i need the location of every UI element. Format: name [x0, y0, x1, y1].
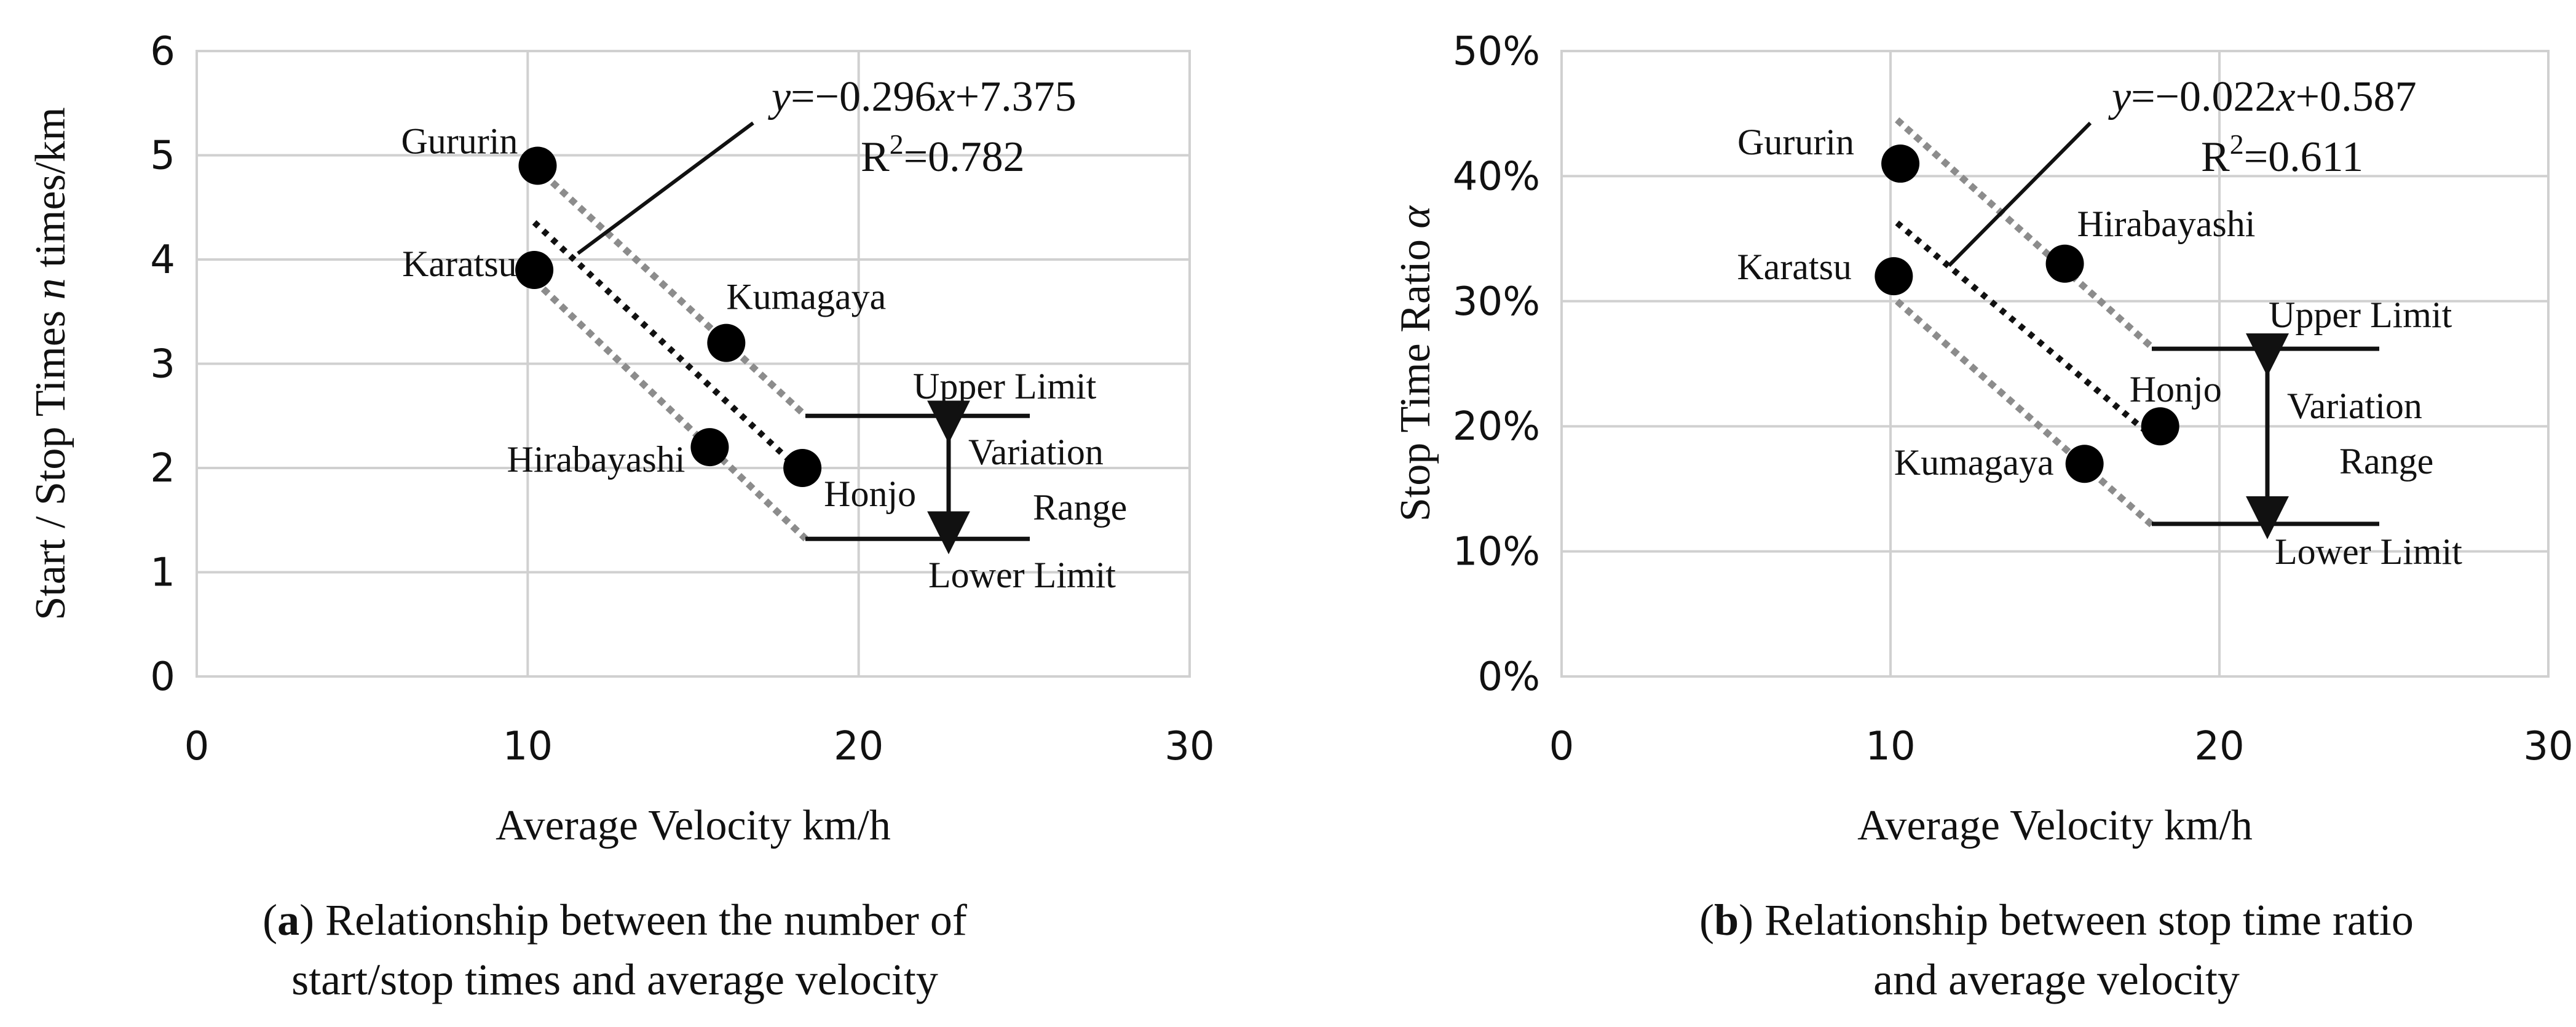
y-tick-label: 5 — [150, 133, 175, 179]
point-label: Gururin — [1737, 122, 1854, 162]
plot-area — [1560, 50, 2550, 678]
data-point — [1875, 257, 1913, 296]
data-point — [2045, 244, 2084, 283]
lower-band-line — [1895, 298, 2156, 529]
data-point — [783, 449, 822, 487]
regression-equation: y=−0.022x+0.587 — [2108, 73, 2417, 121]
x-tick-label: 20 — [2194, 724, 2244, 769]
x-tick-label: 10 — [1865, 724, 1915, 769]
point-label: Karatsu — [1737, 247, 1852, 287]
x-axis-label: Average Velocity km/h — [496, 802, 891, 849]
chart-panel-b: 0% 10% 20% 30% 40% 50% 0 10 20 30 Average Velocity… — [1392, 29, 2574, 1004]
point-label: Gururin — [401, 121, 518, 161]
data-point — [518, 146, 557, 185]
data-point — [515, 250, 554, 289]
y-axis-label: Stop Time Ratio α — [1392, 205, 1439, 522]
trendline — [1895, 220, 2162, 446]
range-label: Range — [2339, 441, 2433, 482]
lower-limit-label: Lower Limit — [928, 555, 1116, 595]
variation-label: Variation — [2287, 386, 2422, 426]
x-tick-label: 30 — [2523, 724, 2573, 769]
lower-limit-label: Lower Limit — [2275, 531, 2462, 572]
point-label: Honjo — [824, 474, 916, 514]
y-axis-label: Start / Stop Times n times/km — [27, 107, 74, 620]
point-label: Hirabayashi — [507, 439, 685, 480]
variation-label: Variation — [968, 432, 1104, 472]
x-tick-label: 0 — [184, 724, 210, 769]
x-tick-label: 30 — [1164, 724, 1214, 769]
data-point — [2141, 407, 2179, 446]
upper-band-line — [1895, 117, 2156, 352]
data-point — [2065, 445, 2104, 483]
r-squared: R2=0.611 — [2201, 129, 2363, 181]
caption-line-2: start/stop times and average velocity — [291, 955, 938, 1004]
lower-band-line — [532, 277, 808, 542]
y-tick-label: 40% — [1453, 154, 1540, 199]
point-label: Hirabayashi — [2077, 204, 2256, 244]
point-label: Kumagaya — [726, 277, 886, 317]
regression-equation: y=−0.296x+7.375 — [768, 73, 1077, 121]
y-tick-label: 0 — [150, 654, 175, 700]
x-tick-label: 20 — [834, 724, 883, 769]
point-label: Kumagaya — [1894, 442, 2054, 483]
range-label: Range — [1033, 487, 1127, 528]
x-axis-label: Average Velocity km/h — [1857, 802, 2253, 849]
y-tick-label: 10% — [1453, 529, 1540, 575]
equation-pointer — [1947, 121, 2092, 268]
x-tick-label: 0 — [1549, 724, 1574, 769]
caption-line-2: and average velocity — [1873, 955, 2240, 1004]
x-tick-label: 10 — [503, 724, 553, 769]
y-tick-label: 2 — [150, 446, 175, 491]
y-tick-label: 6 — [150, 29, 175, 74]
y-tick-label: 50% — [1453, 29, 1540, 74]
y-tick-label: 1 — [150, 550, 175, 596]
y-tick-label: 20% — [1453, 404, 1540, 450]
y-tick-label: 4 — [150, 237, 175, 283]
point-label: Karatsu — [402, 244, 517, 284]
caption-line-1: (a) Relationship between the number of — [263, 895, 967, 945]
data-point — [707, 323, 746, 362]
point-label: Honjo — [2130, 369, 2222, 410]
upper-band-line — [532, 163, 808, 419]
upper-limit-label: Upper Limit — [2269, 295, 2452, 335]
equation-pointer — [577, 121, 754, 255]
upper-limit-label: Upper Limit — [913, 366, 1097, 406]
chart-panel-a: 0 1 2 3 4 5 6 0 10 20 30 Average Velocity km/h Start… — [27, 29, 1215, 1004]
caption-line-1: (b) Relationship between stop time ratio — [1699, 895, 2414, 945]
data-point — [690, 428, 729, 467]
y-tick-label: 0% — [1477, 654, 1540, 700]
y-tick-label: 3 — [150, 342, 175, 387]
r-squared: R2=0.782 — [861, 129, 1025, 181]
data-point — [1881, 145, 1920, 183]
y-tick-label: 30% — [1453, 279, 1540, 325]
